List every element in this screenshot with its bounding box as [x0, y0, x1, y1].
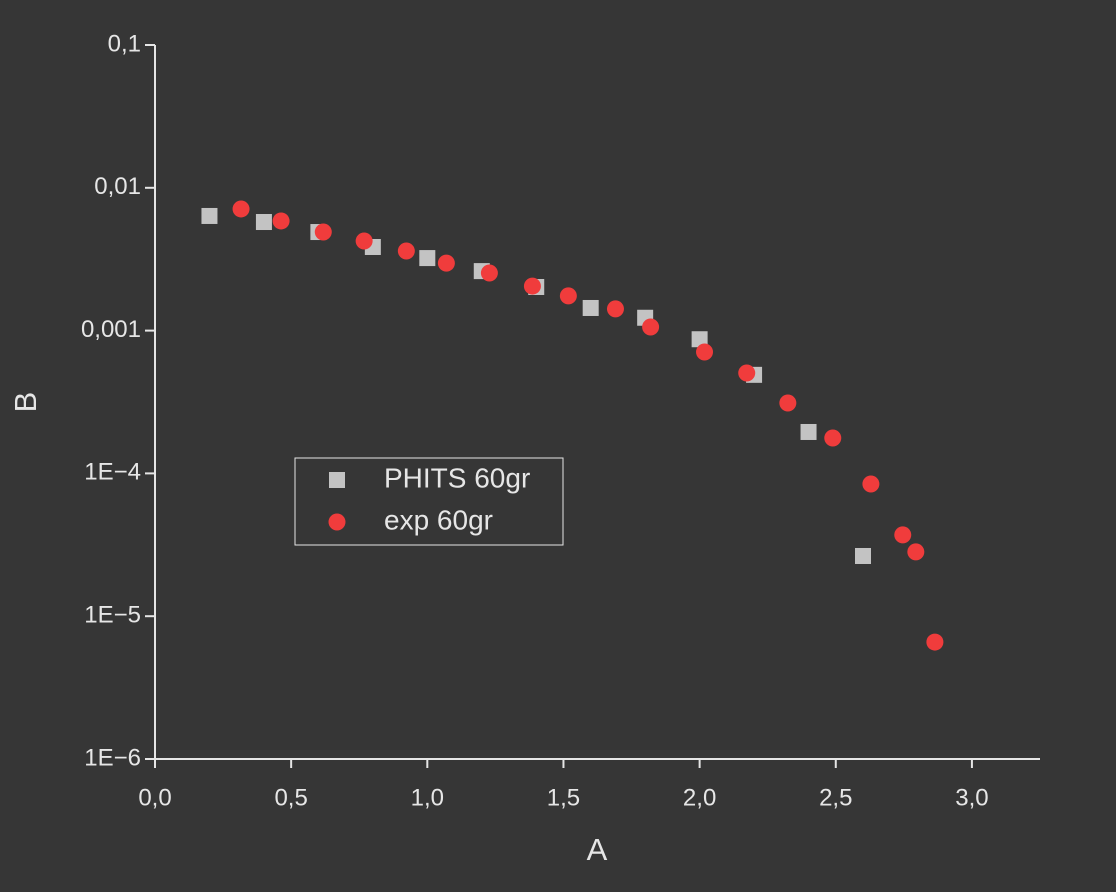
legend-label: exp 60gr	[384, 504, 493, 535]
data-point	[855, 547, 871, 564]
data-point	[232, 200, 250, 218]
data-point	[696, 343, 714, 361]
data-point	[419, 250, 436, 267]
data-point	[437, 254, 455, 272]
data-point	[862, 475, 880, 493]
data-point	[907, 543, 925, 561]
data-point	[397, 242, 415, 260]
y-tick-label: 1E−6	[84, 744, 141, 771]
data-point	[314, 223, 332, 241]
legend-label: PHITS 60gr	[384, 462, 530, 493]
x-tick-label: 0,5	[274, 784, 307, 811]
data-point	[691, 331, 708, 348]
data-point	[355, 232, 373, 250]
data-point	[824, 429, 842, 447]
y-tick-label: 0,01	[94, 173, 141, 200]
data-point	[800, 423, 817, 440]
x-tick-label: 3,0	[955, 784, 988, 811]
data-point	[559, 287, 577, 305]
data-point	[606, 300, 624, 318]
data-point	[779, 394, 797, 412]
legend-box	[294, 457, 564, 546]
x-tick-label: 2,0	[683, 784, 716, 811]
y-tick-label: 1E−4	[84, 459, 141, 486]
x-tick-label: 1,5	[547, 784, 580, 811]
legend-marker	[328, 513, 346, 531]
data-point	[926, 633, 944, 651]
data-point	[523, 277, 541, 295]
y-tick-label: 0,1	[108, 30, 141, 57]
data-point	[255, 214, 272, 231]
y-tick-label: 1E−5	[84, 602, 141, 629]
data-point	[201, 207, 218, 224]
x-tick-label: 2,5	[819, 784, 852, 811]
x-tick-label: 0,0	[138, 784, 171, 811]
y-axis-title: B	[8, 392, 43, 413]
legend-marker	[329, 472, 345, 488]
x-tick-label: 1,0	[411, 784, 444, 811]
data-point	[480, 264, 498, 282]
data-point	[642, 318, 660, 336]
data-point	[582, 299, 599, 316]
x-axis-title: A	[587, 832, 608, 867]
data-point	[738, 364, 756, 382]
y-tick-label: 0,001	[81, 316, 141, 343]
data-point	[894, 526, 912, 544]
data-point	[272, 212, 290, 230]
